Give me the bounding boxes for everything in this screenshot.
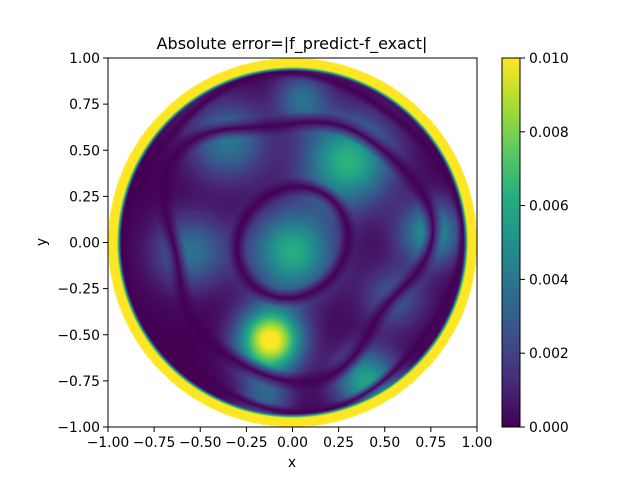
colorbar-tick-label: 0.006 (529, 199, 569, 215)
heatmap-image-wrapper (108, 58, 477, 427)
colorbar-tick-label: 0.004 (529, 272, 569, 288)
colorbar-tick-label: 0.008 (529, 125, 569, 141)
colorbar: 0.000 0.002 0.004 0.006 0.008 0.010 (501, 51, 569, 436)
x-axis-label: x (288, 455, 296, 471)
x-tick-label: −0.50 (179, 435, 222, 451)
y-tick-label: 0.00 (69, 236, 100, 252)
colorbar-frame (501, 57, 521, 428)
colorbar-ticks: 0.000 0.002 0.004 0.006 0.008 0.010 (520, 51, 569, 436)
y-tick-label: 0.75 (69, 97, 100, 113)
colorbar-gradient (502, 58, 520, 427)
y-tick-label: −0.50 (57, 328, 100, 344)
y-tick-label: −1.00 (57, 420, 100, 436)
colorbar-tick-label: 0.002 (529, 346, 569, 362)
y-tick-label: 0.50 (69, 143, 100, 159)
x-tick-label: 0.25 (323, 435, 354, 451)
x-tick-label: −0.75 (133, 435, 176, 451)
x-tick-label: 0.00 (277, 435, 308, 451)
y-tick-label: −0.25 (57, 282, 100, 298)
plot-area (107, 57, 478, 428)
x-tick-label: −0.25 (225, 435, 268, 451)
y-axis: −1.00 −0.75 −0.50 −0.25 0.00 0.25 0.50 0.75 1.00 (57, 51, 108, 436)
y-axis-label: y (34, 238, 50, 246)
error-heatmap (108, 58, 477, 427)
x-tick-label: 0.75 (415, 435, 446, 451)
colorbar-tick-label: 0.010 (529, 51, 569, 67)
y-tick-label: 1.00 (69, 51, 100, 67)
x-tick-label: −1.00 (87, 435, 130, 451)
colorbar-gradient-wrapper (502, 58, 520, 427)
x-axis: −1.00 −0.75 −0.50 −0.25 0.00 0.25 0.50 0.75 1.00 (87, 427, 493, 451)
x-tick-label: 0.50 (369, 435, 400, 451)
colorbar-tick-label: 0.000 (529, 420, 569, 436)
chart-title: Absolute error=|f_predict-f_exact| (157, 34, 428, 54)
y-tick-label: −0.75 (57, 374, 100, 390)
y-tick-label: 0.25 (69, 189, 100, 205)
x-tick-label: 1.00 (462, 435, 493, 451)
